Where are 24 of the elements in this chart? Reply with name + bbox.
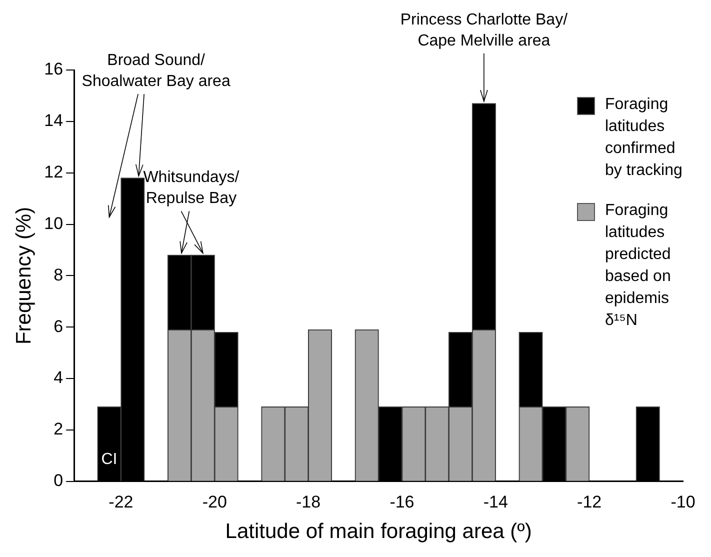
x-tick-label: -10 bbox=[670, 492, 696, 512]
x-tick-label: -14 bbox=[483, 492, 508, 512]
y-tick-label: 4 bbox=[54, 368, 64, 388]
annotation: CI bbox=[101, 450, 118, 468]
y-tick-label: 10 bbox=[44, 214, 64, 233]
annotation: Broad Sound/ Shoalwater Bay area bbox=[82, 52, 230, 90]
y-tick-label: 6 bbox=[54, 316, 64, 336]
y-tick-label: 12 bbox=[44, 162, 64, 182]
x-tick-label: -20 bbox=[202, 492, 227, 512]
legend-label: Foraging latitudes predicted based on epidemis δ¹⁵N bbox=[605, 201, 672, 331]
annotation: Princess Charlotte Bay/ Cape Melville area bbox=[400, 11, 568, 50]
y-tick-label: 16 bbox=[44, 60, 64, 79]
annotation: Whitsundays/ Repulse Bay bbox=[143, 169, 240, 208]
y-axis-title: Frequency (%) bbox=[12, 206, 36, 345]
y-tick-label: 0 bbox=[54, 471, 64, 490]
y-tick-label: 14 bbox=[44, 111, 64, 130]
legend-label: Foraging latitudes confirmed by tracking bbox=[605, 95, 684, 181]
x-tick-label: -22 bbox=[108, 492, 134, 512]
x-tick-label: -18 bbox=[296, 492, 321, 512]
x-tick-label: -12 bbox=[577, 492, 602, 512]
x-axis-title: Latitude of main foraging area (º) bbox=[225, 520, 532, 544]
y-tick-label: 8 bbox=[54, 265, 64, 284]
x-tick-label: -16 bbox=[390, 492, 414, 512]
y-tick-label: 2 bbox=[54, 420, 64, 439]
